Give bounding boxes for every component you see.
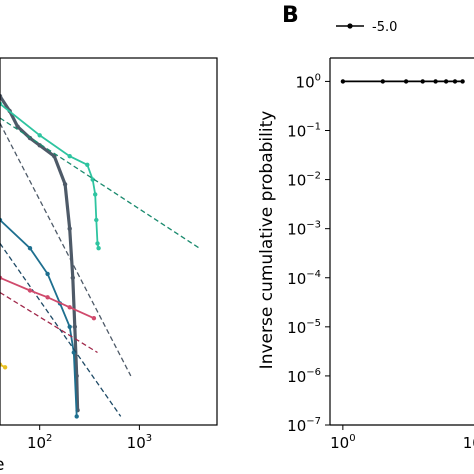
panel-b-data-point (340, 79, 346, 84)
panel-a-data-point (45, 295, 50, 300)
panel-a-data-point (85, 162, 90, 167)
panel-a-data-point (15, 124, 20, 129)
panel-b-y-label: Inverse cumulative probability (257, 111, 277, 370)
panel-a-data-point (52, 154, 57, 159)
panel-a-data-point (70, 275, 76, 280)
panel-a-frame (0, 57, 218, 426)
panel-b-y-tick-label: 10−1 (287, 122, 321, 141)
legend-entry-label: -5.0 (372, 20, 397, 35)
panel-b-data-point (460, 79, 465, 84)
panel-b: B -5.0 100 10−1 10−2 10−3 10−4 10−5 10−6 10−7 1… (257, 3, 474, 452)
panel-a-series-line (0, 117, 200, 249)
panel-b-series (340, 79, 465, 84)
panel-b-data-point (433, 79, 438, 84)
panel-a-data-point (37, 133, 42, 138)
panel-b-x-tick-label: 100 (330, 433, 355, 452)
panel-a-data-point (62, 182, 68, 187)
panel-a-data-point (93, 192, 98, 197)
panel-a-series (0, 94, 200, 419)
panel-b-data-point (452, 79, 458, 84)
panel-a-data-point (2, 365, 8, 370)
panel-a-data-point (67, 305, 72, 310)
panel-b-letter: B (282, 3, 299, 28)
panel-a-series-line (0, 103, 100, 249)
legend-marker (347, 23, 353, 29)
panel-a-data-point (96, 246, 101, 251)
panel-b-data-point (403, 79, 409, 84)
panel-b-y-tick-label: 10−2 (287, 171, 321, 190)
panel-b-y-ticks: 100 10−1 10−2 10−3 10−4 10−5 10−6 10−7 (287, 72, 330, 435)
panel-b-y-tick-label: 10−4 (287, 269, 321, 288)
panel-a-series-line (0, 291, 98, 354)
panel-a-series-line (0, 95, 80, 411)
panel-b-y-tick-label: 10−6 (287, 367, 321, 386)
panel-b-x-ticks: 100 101 (330, 425, 474, 452)
panel-a-data-point (67, 324, 72, 329)
panel-a-data-point (91, 316, 97, 321)
panel-a-data-point (94, 217, 99, 223)
panel-a-data-point (95, 241, 100, 246)
panel-b-data-point (380, 79, 385, 84)
panel-a-data-point (67, 226, 72, 231)
panel-a-data-point (72, 324, 78, 329)
panel-a-x-tick-label: 103 (127, 433, 152, 452)
panel-a-data-point (27, 246, 33, 251)
legend: -5.0 (336, 20, 397, 35)
panel-a-series-line (0, 219, 78, 417)
panel-a-data-point (67, 154, 72, 159)
panel-b-y-tick-label: 100 (296, 72, 321, 91)
panel-a-x-tick-label: 102 (27, 433, 52, 452)
panel-a-series-line (0, 243, 122, 417)
panel-b-y-tick-label: 10−5 (287, 318, 321, 337)
panel-a-x-label: e (0, 455, 4, 474)
panel-a: 102 103 e (0, 57, 218, 474)
panel-b-y-tick-label: 10−7 (287, 416, 321, 435)
panel-b-data-point (420, 79, 425, 84)
panel-a-x-ticks: 102 103 (27, 425, 152, 452)
panel-a-data-point (74, 414, 79, 419)
panel-a-data-point (45, 271, 50, 277)
panel-a-data-point (27, 288, 33, 293)
panel-a-data-point (90, 177, 95, 182)
panel-b-x-tick-label: 101 (463, 433, 474, 452)
panel-b-y-tick-label: 10−3 (287, 220, 321, 239)
panel-b-data-point (443, 79, 449, 84)
